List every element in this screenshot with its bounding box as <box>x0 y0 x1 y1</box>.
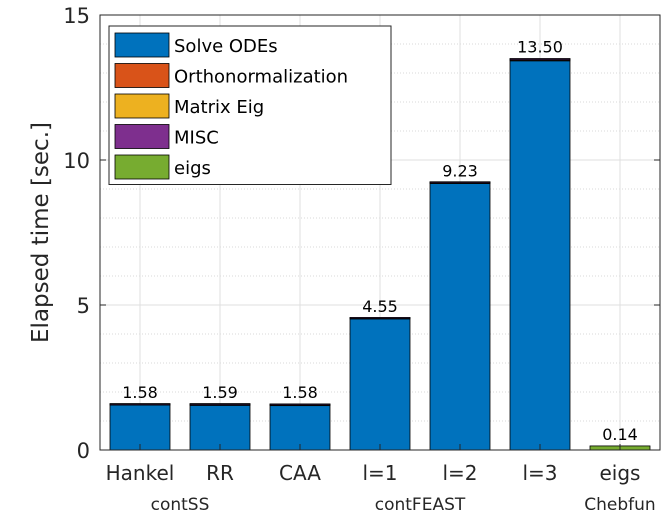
x-tick-label: eigs <box>600 461 641 485</box>
bar-caa-misc <box>269 403 331 406</box>
y-tick-label: 0 <box>77 439 90 463</box>
x-tick-label: RR <box>206 461 234 485</box>
bar-total-label: 1.59 <box>202 383 238 402</box>
bar-total-label: 1.58 <box>282 383 318 402</box>
x-group-label: Chebfun <box>584 495 655 515</box>
x-group-label: contFEAST <box>375 495 466 515</box>
bar-rr-solve-odes <box>189 404 251 451</box>
legend-label: Solve ODEs <box>174 36 278 57</box>
x-tick-label: l=2 <box>442 461 477 485</box>
legend: Solve ODEs Orthonormalization Matrix Eig MI… <box>108 25 392 185</box>
bar-l-2-misc <box>429 181 491 184</box>
legend-swatch <box>114 93 170 119</box>
x-tick-label: l=3 <box>522 461 557 485</box>
legend-swatch <box>114 124 170 149</box>
legend-swatch <box>114 154 170 180</box>
y-tick-label: 5 <box>77 294 90 318</box>
x-tick-label: Hankel <box>106 461 175 485</box>
bar-l-1-misc <box>349 317 411 319</box>
bar-l-2-solve-odes <box>429 183 491 451</box>
bar-total-label: 1.58 <box>122 383 158 402</box>
bar-hankel-solve-odes <box>109 404 171 451</box>
x-group-label: contSS <box>151 495 210 515</box>
legend-label: Orthonormalization <box>174 67 348 88</box>
bar-l-1-solve-odes <box>349 318 411 451</box>
bar-l-3-solve-odes <box>509 60 571 451</box>
x-tick-label: l=1 <box>362 461 397 485</box>
y-axis-label: Elapsed time [sec.] <box>28 122 54 343</box>
legend-swatch <box>114 32 170 58</box>
bar-hankel-misc <box>109 403 171 406</box>
value-labels: 1.58 1.59 1.58 4.55 9.23 13.50 0.14 <box>122 38 638 444</box>
x-tick-label: CAA <box>279 461 321 485</box>
y-axis: 0 5 10 15 <box>63 4 660 463</box>
y-tick-label: 10 <box>63 149 90 173</box>
bar-rr-misc <box>189 403 251 406</box>
legend-label: MISC <box>174 128 219 149</box>
bar-l-3-misc <box>509 58 571 61</box>
legend-label: Matrix Eig <box>174 97 264 118</box>
y-tick-label: 15 <box>63 4 90 28</box>
bar-total-label: 0.14 <box>602 425 638 444</box>
bar-total-label: 13.50 <box>517 38 563 57</box>
bar-caa-solve-odes <box>269 405 331 451</box>
bar-total-label: 9.23 <box>442 161 478 180</box>
legend-swatch <box>114 63 170 88</box>
bar-total-label: 4.55 <box>362 297 398 316</box>
bars <box>109 58 651 451</box>
x-axis: Hankel RR CAA l=1 l=2 l=3 eigs contSS contFEAST C… <box>106 444 656 515</box>
legend-label: eigs <box>174 158 211 179</box>
